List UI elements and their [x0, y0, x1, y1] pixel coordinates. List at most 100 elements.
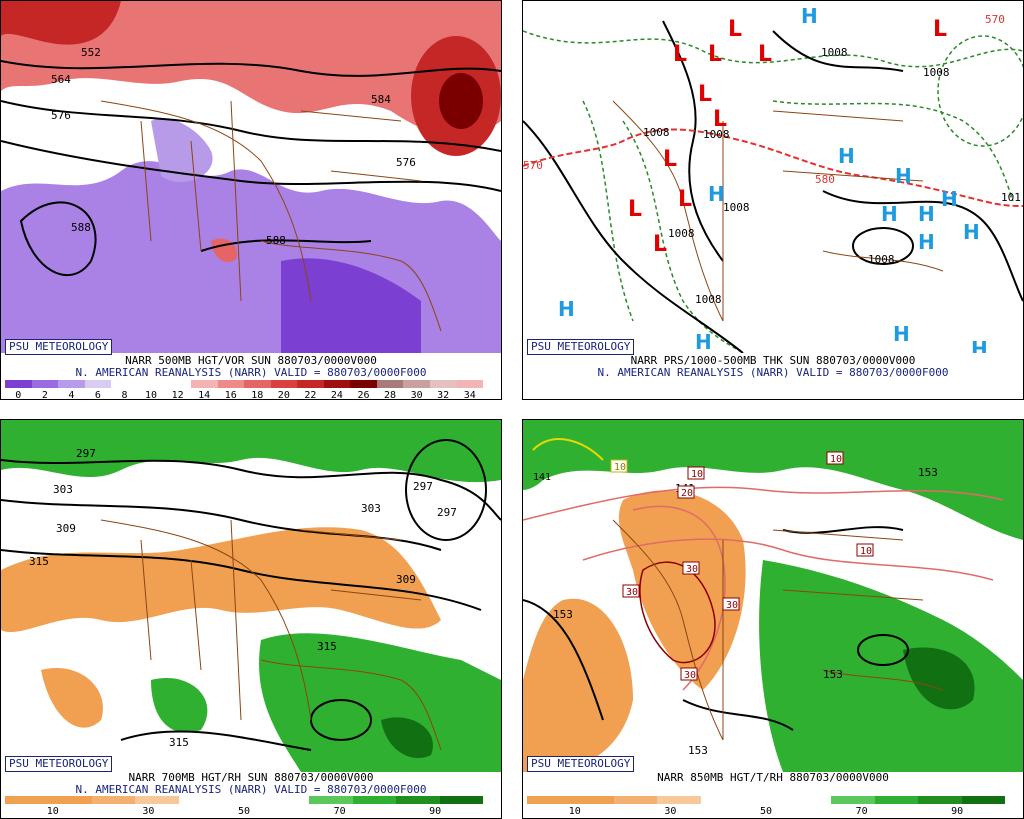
psu-meteorology-badge: PSU METEOROLOGY — [527, 756, 635, 772]
high-pressure-label: H — [918, 202, 935, 226]
isobar-label: 1008 — [821, 46, 848, 59]
colorbar-tick-label: 30 — [664, 806, 677, 817]
isobar-label: 1008 — [723, 201, 750, 214]
map-850mb: 153 153 153 141 153 10 20 30 30 30 30 — [523, 420, 1023, 772]
colorbar-swatch — [137, 380, 165, 388]
isobar-label: 1008 — [643, 126, 670, 139]
contour-label: 141 — [533, 472, 551, 483]
colorbar-tick-label: 16 — [224, 390, 237, 400]
contour-label: 309 — [56, 522, 76, 535]
caption-line1: NARR PRS/1000-500MB THK SUN 880703/0000V… — [630, 354, 916, 367]
high-pressure-label: H — [941, 187, 958, 211]
thickness-label: 570 — [523, 159, 543, 172]
isobar-label: 1008 — [695, 293, 722, 306]
colorbar-swatch — [58, 380, 85, 388]
contour-label: 297 — [76, 447, 96, 460]
colorbar-swatch — [918, 796, 962, 804]
contour-label: 303 — [361, 502, 381, 515]
panel-pressure-thickness: L L L L L L L L L L L H H H H H H H H — [522, 0, 1024, 400]
colorbar-swatch — [84, 380, 112, 388]
colorbar-swatch — [787, 796, 832, 804]
vorticity-colorbar — [5, 380, 484, 388]
colorbar-swatch — [961, 796, 1005, 804]
contour-label: 315 — [29, 555, 49, 568]
low-pressure-label: L — [933, 17, 947, 42]
colorbar-swatch — [744, 796, 788, 804]
contour-label: 588 — [266, 234, 286, 247]
colorbar-tick-label: 20 — [277, 390, 290, 400]
colorbar-tick-label: 24 — [330, 390, 343, 400]
contour-label: 588 — [71, 221, 91, 234]
colorbar-tick-label: 2 — [41, 390, 48, 400]
colorbar-tick-label: 10 — [145, 390, 158, 400]
colorbar-swatch — [527, 796, 571, 804]
panel-700mb-rh: 303 309 315 297 303 297 309 315 315 297 … — [0, 419, 502, 819]
colorbar-swatch — [217, 380, 245, 388]
colorbar-tick-label: 70 — [333, 806, 346, 817]
psu-meteorology-badge: PSU METEOROLOGY — [5, 339, 113, 355]
colorbar-tick-label: 6 — [94, 390, 101, 400]
rh-colorbar-ticks: 10 30 50 70 90 — [5, 806, 483, 818]
high-pressure-label: H — [881, 202, 898, 226]
colorbar-tick-label: 26 — [357, 390, 370, 400]
colorbar-swatch — [700, 796, 745, 804]
contour-label: 315 — [169, 736, 189, 749]
rh-colorbar-ticks: 10 30 50 70 90 — [527, 806, 1005, 818]
low-pressure-label: L — [713, 107, 727, 132]
colorbar-swatch — [439, 796, 483, 804]
colorbar-tick-label: 18 — [251, 390, 264, 400]
map-700mb: 303 309 315 297 303 297 309 315 315 297 — [1, 420, 501, 772]
low-pressure-label: L — [663, 147, 677, 172]
isobar-label: 1008 — [868, 253, 895, 266]
colorbar-tick-label: 50 — [237, 806, 251, 817]
colorbar-tick-label: 10 — [568, 806, 581, 817]
isotherm-label: 30 — [626, 587, 638, 598]
colorbar-swatch — [5, 380, 32, 388]
contour-label: 576 — [396, 156, 416, 169]
high-pressure-label: H — [895, 164, 912, 188]
colorbar-swatch — [178, 796, 223, 804]
colorbar-tick-label: 50 — [759, 806, 773, 817]
high-pressure-label: H — [801, 4, 818, 28]
isobar-label: 1008 — [703, 128, 730, 141]
isotherm-label: 30 — [686, 564, 698, 575]
colorbar-swatch — [244, 380, 271, 388]
panel-850mb-t-rh: 153 153 153 141 153 10 20 30 30 30 30 — [522, 419, 1024, 819]
low-pressure-label: L — [673, 42, 687, 67]
contour-label: 303 — [53, 483, 73, 496]
contour-label: 297 — [413, 480, 433, 493]
low-pressure-label: L — [653, 232, 667, 257]
contour-label: 153 — [553, 608, 573, 621]
colorbar-swatch — [430, 380, 457, 388]
colorbar-swatch — [164, 380, 191, 388]
low-pressure-label: L — [678, 187, 692, 212]
vorticity-colorbar-ticks: 0 2 4 6 8 10 12 14 16 18 20 22 24 26 28 30 32 34 — [5, 390, 483, 400]
colorbar-swatch — [309, 796, 353, 804]
map-pressure: L L L L L L L L L L L H H H H H H H H — [523, 1, 1023, 353]
colorbar-swatch — [265, 796, 310, 804]
colorbar-swatch — [270, 380, 298, 388]
high-pressure-label: H — [708, 182, 725, 206]
psu-meteorology-badge: PSU METEOROLOGY — [5, 756, 113, 772]
thickness-label: 580 — [815, 173, 835, 186]
colorbar-tick-label: 12 — [171, 390, 184, 400]
caption-line1: NARR 500MB HGT/VOR SUN 880703/0000V000 — [125, 354, 377, 367]
colorbar-tick-label: 4 — [68, 390, 75, 400]
caption-line2: N. AMERICAN REANALYSIS (NARR) VALID = 88… — [597, 366, 949, 379]
colorbar-swatch — [403, 380, 430, 388]
caption-line1: NARR 850MB HGT/T/RH 880703/0000V000 — [657, 771, 889, 784]
contour-label: 153 — [688, 744, 708, 757]
contour-label: 297 — [437, 506, 457, 519]
colorbar-tick-label: 30 — [410, 390, 423, 400]
low-pressure-label: L — [728, 17, 742, 42]
low-pressure-label: L — [628, 197, 642, 222]
colorbar-tick-label: 70 — [855, 806, 868, 817]
map-500mb: 552 564 576 588 584 576 588 — [1, 1, 501, 353]
contour-label: 576 — [51, 109, 71, 122]
colorbar-swatch — [222, 796, 266, 804]
colorbar-tick-label: 32 — [437, 390, 450, 400]
high-pressure-label: H — [838, 144, 855, 168]
isobar-label: 1008 — [668, 227, 695, 240]
colorbar-swatch — [111, 380, 138, 388]
colorbar-swatch — [91, 796, 136, 804]
